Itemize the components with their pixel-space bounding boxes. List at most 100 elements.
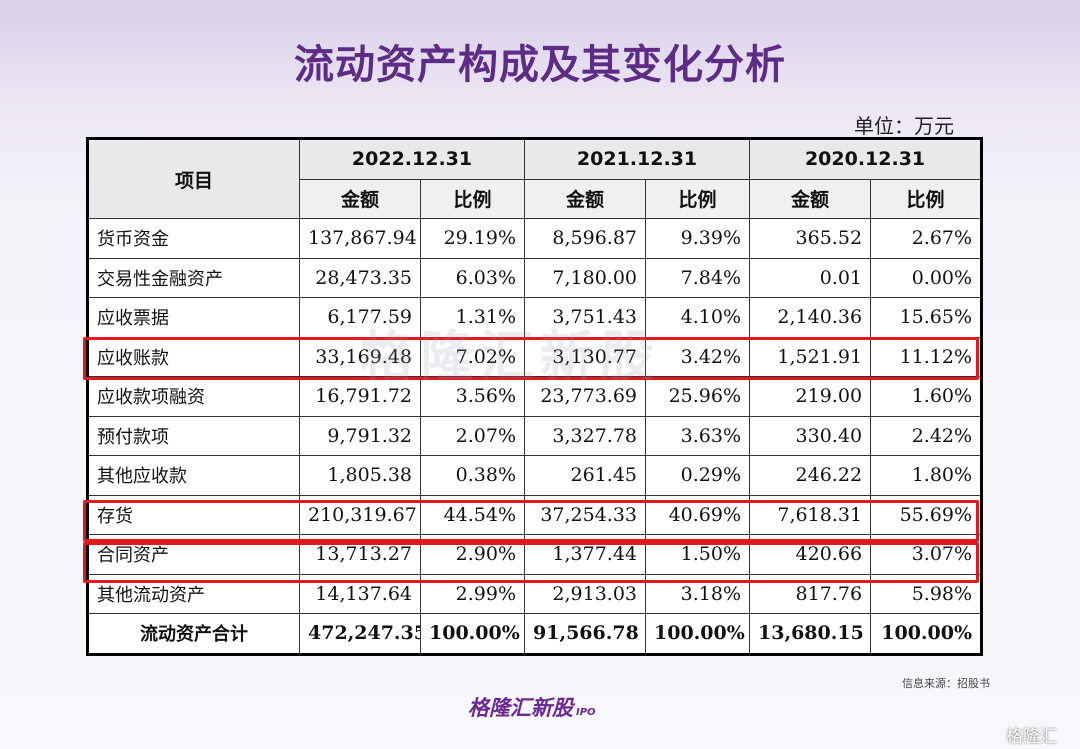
ratio-cell: 2.99% xyxy=(419,573,526,614)
amount-cell: 137,867.94 xyxy=(299,218,421,259)
ratio-cell: 2.42% xyxy=(870,415,983,456)
amount-cell: 330.40 xyxy=(749,415,872,456)
ratio-cell: 3.63% xyxy=(645,415,751,456)
row-label: 交易性金融资产 xyxy=(87,257,300,298)
amount-cell: 23,773.69 xyxy=(524,376,647,417)
amount-cell: 219.00 xyxy=(749,376,872,417)
amount-cell: 28,473.35 xyxy=(299,257,421,298)
row-label: 其他应收款 xyxy=(87,455,300,496)
ratio-cell: 2.67% xyxy=(870,218,983,259)
table-row: 货币资金 137,867.94 29.19% 8,596.87 9.39% 365.52 2… xyxy=(87,218,983,259)
ratio-cell: 3.18% xyxy=(645,573,751,614)
row-label: 其他流动资产 xyxy=(87,573,300,614)
subheader-ratio: 比例 xyxy=(645,178,751,219)
ratio-cell: 1.60% xyxy=(870,376,983,417)
amount-cell: 7,618.31 xyxy=(749,494,872,535)
ratio-cell: 2.90% xyxy=(419,534,526,575)
amount-cell: 2,140.36 xyxy=(749,297,872,338)
corner-logo: 格隆汇 xyxy=(1006,727,1057,747)
row-label: 合同资产 xyxy=(87,534,300,575)
subheader-amount: 金额 xyxy=(299,178,421,219)
ratio-cell: 100.00% xyxy=(870,613,983,655)
ratio-cell: 40.69% xyxy=(645,494,751,535)
ratio-cell: 1.31% xyxy=(419,297,526,338)
ratio-cell: 44.54% xyxy=(419,494,526,535)
amount-cell: 1,805.38 xyxy=(299,455,421,496)
amount-cell: 365.52 xyxy=(749,218,872,259)
amount-cell: 210,319.67 xyxy=(299,494,421,535)
amount-cell: 8,596.87 xyxy=(524,218,647,259)
amount-cell: 261.45 xyxy=(524,455,647,496)
table-row: 其他流动资产 14,137.64 2.99% 2,913.03 3.18% 817.76 5… xyxy=(87,573,983,614)
amount-cell: 2,913.03 xyxy=(524,573,647,614)
subheader-amount: 金额 xyxy=(749,178,872,219)
brand-logo: 格隆汇新股 IPO xyxy=(468,692,596,722)
ratio-cell: 15.65% xyxy=(870,297,983,338)
amount-cell: 6,177.59 xyxy=(299,297,421,338)
ratio-cell: 9.39% xyxy=(645,218,751,259)
amount-cell: 91,566.78 xyxy=(524,613,647,655)
subheader-ratio: 比例 xyxy=(419,178,526,219)
amount-cell: 0.01 xyxy=(749,257,872,298)
ratio-cell: 100.00% xyxy=(645,613,751,655)
row-label: 流动资产合计 xyxy=(87,613,300,655)
source-note: 信息来源：招股书 xyxy=(902,677,990,690)
table-row: 流动资产合计 472,247.35 100.00% 91,566.78 100.00% 1… xyxy=(87,613,983,655)
table-row: 交易性金融资产 28,473.35 6.03% 7,180.00 7.84% 0.01 0.… xyxy=(87,257,983,298)
table-row: 预付款项 9,791.32 2.07% 3,327.78 3.63% 330.40 2.42… xyxy=(87,415,983,456)
unit-label: 单位：万元 xyxy=(854,114,954,138)
row-label: 应收款项融资 xyxy=(87,376,300,417)
amount-cell: 13,713.27 xyxy=(299,534,421,575)
row-label: 存货 xyxy=(87,494,300,535)
page-title: 流动资产构成及其变化分析 xyxy=(294,42,786,88)
ratio-cell: 7.84% xyxy=(645,257,751,298)
amount-cell: 13,680.15 xyxy=(749,613,872,655)
ratio-cell: 11.12% xyxy=(870,336,983,377)
amount-cell: 9,791.32 xyxy=(299,415,421,456)
ratio-cell: 2.07% xyxy=(419,415,526,456)
ratio-cell: 25.96% xyxy=(645,376,751,417)
current-assets-table: 项目 2022.12.31 2021.12.31 2020.12.31 金额 比… xyxy=(86,137,984,656)
amount-cell: 246.22 xyxy=(749,455,872,496)
ratio-cell: 0.00% xyxy=(870,257,983,298)
row-label: 应收票据 xyxy=(87,297,300,338)
brand-suffix: IPO xyxy=(576,707,596,718)
amount-cell: 3,327.78 xyxy=(524,415,647,456)
amount-cell: 3,751.43 xyxy=(524,297,647,338)
ratio-cell: 0.29% xyxy=(645,455,751,496)
ratio-cell: 0.38% xyxy=(419,455,526,496)
header-year-2021: 2021.12.31 xyxy=(524,138,751,180)
brand-name: 格隆汇新股 xyxy=(468,696,573,720)
amount-cell: 16,791.72 xyxy=(299,376,421,417)
ratio-cell: 5.98% xyxy=(870,573,983,614)
amount-cell: 7,180.00 xyxy=(524,257,647,298)
amount-cell: 14,137.64 xyxy=(299,573,421,614)
amount-cell: 472,247.35 xyxy=(299,613,421,655)
table-row: 其他应收款 1,805.38 0.38% 261.45 0.29% 246.22 1.80% xyxy=(87,455,983,496)
ratio-cell: 1.50% xyxy=(645,534,751,575)
ratio-cell: 55.69% xyxy=(870,494,983,535)
row-label: 应收账款 xyxy=(87,336,300,377)
subheader-ratio: 比例 xyxy=(870,178,983,219)
ratio-cell: 3.07% xyxy=(870,534,983,575)
header-year-2022: 2022.12.31 xyxy=(298,138,526,180)
subheader-amount: 金额 xyxy=(524,178,647,219)
amount-cell: 33,169.48 xyxy=(299,336,421,377)
amount-cell: 1,377.44 xyxy=(524,534,647,575)
ratio-cell: 1.80% xyxy=(870,455,983,496)
table-row: 应收票据 6,177.59 1.31% 3,751.43 4.10% 2,140.36 15… xyxy=(87,297,983,338)
header-item: 项目 xyxy=(87,138,300,219)
amount-cell: 1,521.91 xyxy=(749,336,872,377)
table-row: 合同资产 13,713.27 2.90% 1,377.44 1.50% 420.66 3.0… xyxy=(87,534,983,575)
table-row: 应收款项融资 16,791.72 3.56% 23,773.69 25.96% 219.0… xyxy=(87,376,983,417)
ratio-cell: 100.00% xyxy=(419,613,526,655)
amount-cell: 817.76 xyxy=(749,573,872,614)
ratio-cell: 6.03% xyxy=(419,257,526,298)
table-row: 应收账款 33,169.48 7.02% 3,130.77 3.42% 1,521.91 1… xyxy=(87,336,983,377)
row-label: 货币资金 xyxy=(87,218,300,259)
amount-cell: 37,254.33 xyxy=(524,494,647,535)
amount-cell: 420.66 xyxy=(749,534,872,575)
ratio-cell: 3.56% xyxy=(419,376,526,417)
amount-cell: 3,130.77 xyxy=(524,336,647,377)
header-year-2020: 2020.12.31 xyxy=(749,138,983,180)
